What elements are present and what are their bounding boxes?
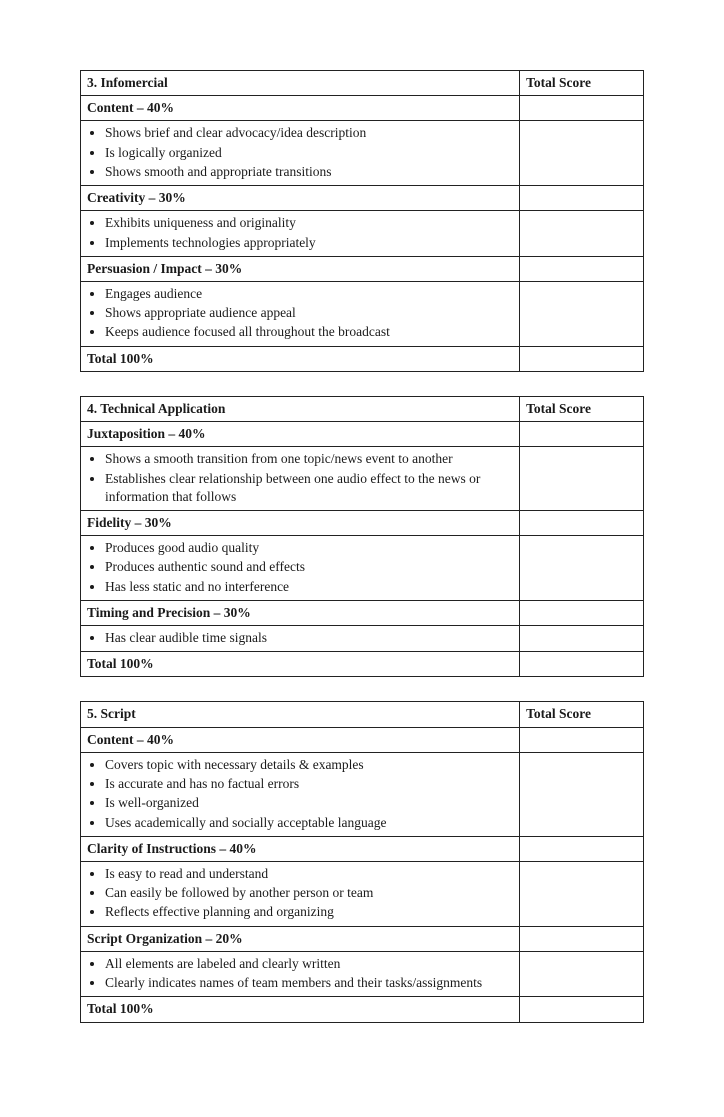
score-header: Total Score [520, 71, 644, 96]
bullet-item: All elements are labeled and clearly wri… [105, 955, 513, 974]
bullet-item: Is easy to read and understand [105, 865, 513, 884]
score-cell [520, 510, 644, 535]
section-header: Juxtaposition – 40% [81, 422, 520, 447]
bullet-item: Is accurate and has no factual errors [105, 775, 513, 794]
table-title: 3. Infomercial [81, 71, 520, 96]
score-cell [520, 836, 644, 861]
section-header: Persuasion / Impact – 30% [81, 256, 520, 281]
bullet-item: Has less static and no interference [105, 578, 513, 597]
table-title: 5. Script [81, 702, 520, 727]
bullet-item: Produces good audio quality [105, 539, 513, 558]
bullet-item: Establishes clear relationship between o… [105, 470, 513, 507]
score-cell [520, 600, 644, 625]
bullet-item: Clearly indicates names of team members … [105, 974, 513, 993]
bullet-item: Shows brief and clear advocacy/idea desc… [105, 124, 513, 143]
score-cell [520, 652, 644, 677]
rubric-page: 3. InfomercialTotal ScoreContent – 40%Sh… [80, 70, 644, 1023]
bullet-cell: Engages audienceShows appropriate audien… [81, 281, 520, 346]
rubric-table: 4. Technical ApplicationTotal ScoreJuxta… [80, 396, 644, 678]
score-cell [520, 536, 644, 601]
score-header: Total Score [520, 702, 644, 727]
bullet-cell: All elements are labeled and clearly wri… [81, 951, 520, 996]
bullet-cell: Produces good audio qualityProduces auth… [81, 536, 520, 601]
bullet-item: Is well-organized [105, 794, 513, 813]
bullet-item: Is logically organized [105, 144, 513, 163]
score-cell [520, 626, 644, 652]
bullet-item: Shows smooth and appropriate transitions [105, 163, 513, 182]
score-cell [520, 997, 644, 1022]
rubric-table: 5. ScriptTotal ScoreContent – 40% Covers … [80, 701, 644, 1022]
score-cell [520, 96, 644, 121]
bullet-item: Exhibits uniqueness and originality [105, 214, 513, 233]
score-cell [520, 346, 644, 371]
section-header: Fidelity – 30% [81, 510, 520, 535]
total-row: Total 100% [81, 997, 520, 1022]
score-cell [520, 281, 644, 346]
section-header: Creativity – 30% [81, 186, 520, 211]
bullet-item: Implements technologies appropriately [105, 234, 513, 253]
bullet-cell: Shows brief and clear advocacy/idea desc… [81, 121, 520, 186]
bullet-item: Uses academically and socially acceptabl… [105, 814, 513, 833]
bullet-cell: Shows a smooth transition from one topic… [81, 447, 520, 511]
bullet-cell: Is easy to read and understandCan easily… [81, 862, 520, 927]
score-cell [520, 926, 644, 951]
score-cell [520, 727, 644, 752]
bullet-item: Shows appropriate audience appeal [105, 304, 513, 323]
section-header: Clarity of Instructions – 40% [81, 836, 520, 861]
score-cell [520, 186, 644, 211]
score-cell [520, 951, 644, 996]
bullet-item: Has clear audible time signals [105, 629, 513, 648]
bullet-cell: Exhibits uniqueness and originalityImple… [81, 211, 520, 256]
bullet-item: Reflects effective planning and organizi… [105, 903, 513, 922]
table-title: 4. Technical Application [81, 396, 520, 421]
bullet-item: Keeps audience focused all throughout th… [105, 323, 513, 342]
section-header: Script Organization – 20% [81, 926, 520, 951]
score-cell [520, 447, 644, 511]
score-cell [520, 862, 644, 927]
bullet-cell: Has clear audible time signals [81, 626, 520, 652]
score-cell [520, 211, 644, 256]
score-cell [520, 256, 644, 281]
rubric-table: 3. InfomercialTotal ScoreContent – 40% Sh… [80, 70, 644, 372]
bullet-item: Produces authentic sound and effects [105, 558, 513, 577]
bullet-item: Can easily be followed by another person… [105, 884, 513, 903]
bullet-cell: Covers topic with necessary details & ex… [81, 752, 520, 836]
bullet-item: Covers topic with necessary details & ex… [105, 756, 513, 775]
score-cell [520, 422, 644, 447]
score-cell [520, 121, 644, 186]
section-header: Content – 40% [81, 96, 520, 121]
total-row: Total 100% [81, 652, 520, 677]
total-row: Total 100% [81, 346, 520, 371]
bullet-item: Shows a smooth transition from one topic… [105, 450, 513, 469]
score-header: Total Score [520, 396, 644, 421]
section-header: Timing and Precision – 30% [81, 600, 520, 625]
section-header: Content – 40% [81, 727, 520, 752]
score-cell [520, 752, 644, 836]
bullet-item: Engages audience [105, 285, 513, 304]
